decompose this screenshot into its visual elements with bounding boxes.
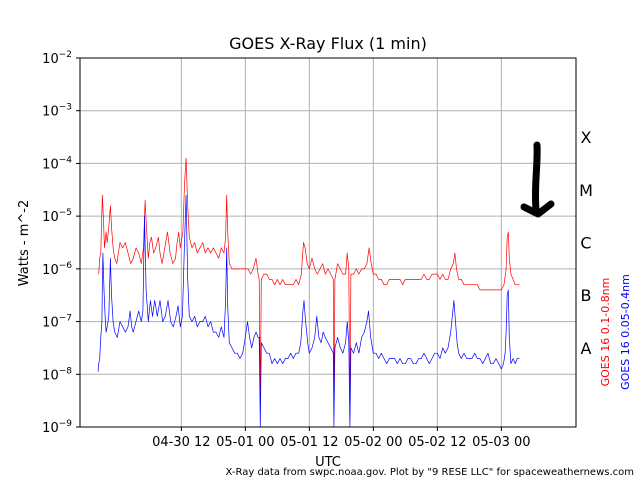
x-axis-ticks: 04-30 12 05-01 00 05-01 12 05-02 00 05-02 12… [152, 427, 531, 450]
arrow-head-annotation [520, 200, 555, 218]
x-axis-label: UTC [315, 455, 341, 470]
series-line-0 [98, 157, 520, 417]
plot-frame [79, 57, 577, 428]
flare-class-a: A [581, 339, 592, 358]
x-tick-label: 04-30 12 [152, 435, 210, 450]
y-tick-label: 10−6 [42, 261, 72, 278]
x-tick-label: 05-02 12 [408, 435, 466, 450]
x-tick-label: 05-01 12 [280, 435, 338, 450]
data-credit: X-Ray data from swpc.noaa.gov. Plot by "… [226, 467, 634, 478]
y-tick-label: 10−7 [42, 314, 72, 331]
down-arrow-annotation [531, 141, 541, 214]
flare-class-c: C [580, 234, 591, 253]
y-axis-ticks: 10−9 10−8 10−7 10−6 10−5 10−4 10−3 10−2 [42, 50, 80, 436]
legend-long-channel: GOES 16 0.1-0.8nm [599, 278, 612, 387]
y-tick-label: 10−4 [42, 155, 72, 172]
x-tick-label: 05-02 00 [344, 435, 402, 450]
legend-short-channel: GOES 16 0.05-0.4nm [619, 274, 632, 390]
series-line-1 [97, 194, 520, 428]
y-tick-label: 10−2 [42, 50, 72, 67]
flare-class-b: B [581, 286, 592, 305]
grid-lines [80, 57, 576, 428]
y-tick-label: 10−8 [42, 366, 72, 383]
flare-class-labels: X M C B A [579, 128, 593, 358]
y-tick-label: 10−3 [42, 103, 72, 120]
series-layer [97, 157, 520, 428]
x-tick-label: 05-03 00 [472, 435, 530, 450]
flare-class-m: M [579, 181, 593, 200]
y-axis-label: Watts - m^-2 [17, 200, 32, 286]
flare-class-x: X [581, 128, 592, 147]
y-tick-label: 10−5 [42, 208, 72, 225]
chart-title: GOES X-Ray Flux (1 min) [229, 34, 427, 53]
y-tick-label: 10−9 [42, 419, 72, 436]
x-tick-label: 05-01 00 [216, 435, 274, 450]
